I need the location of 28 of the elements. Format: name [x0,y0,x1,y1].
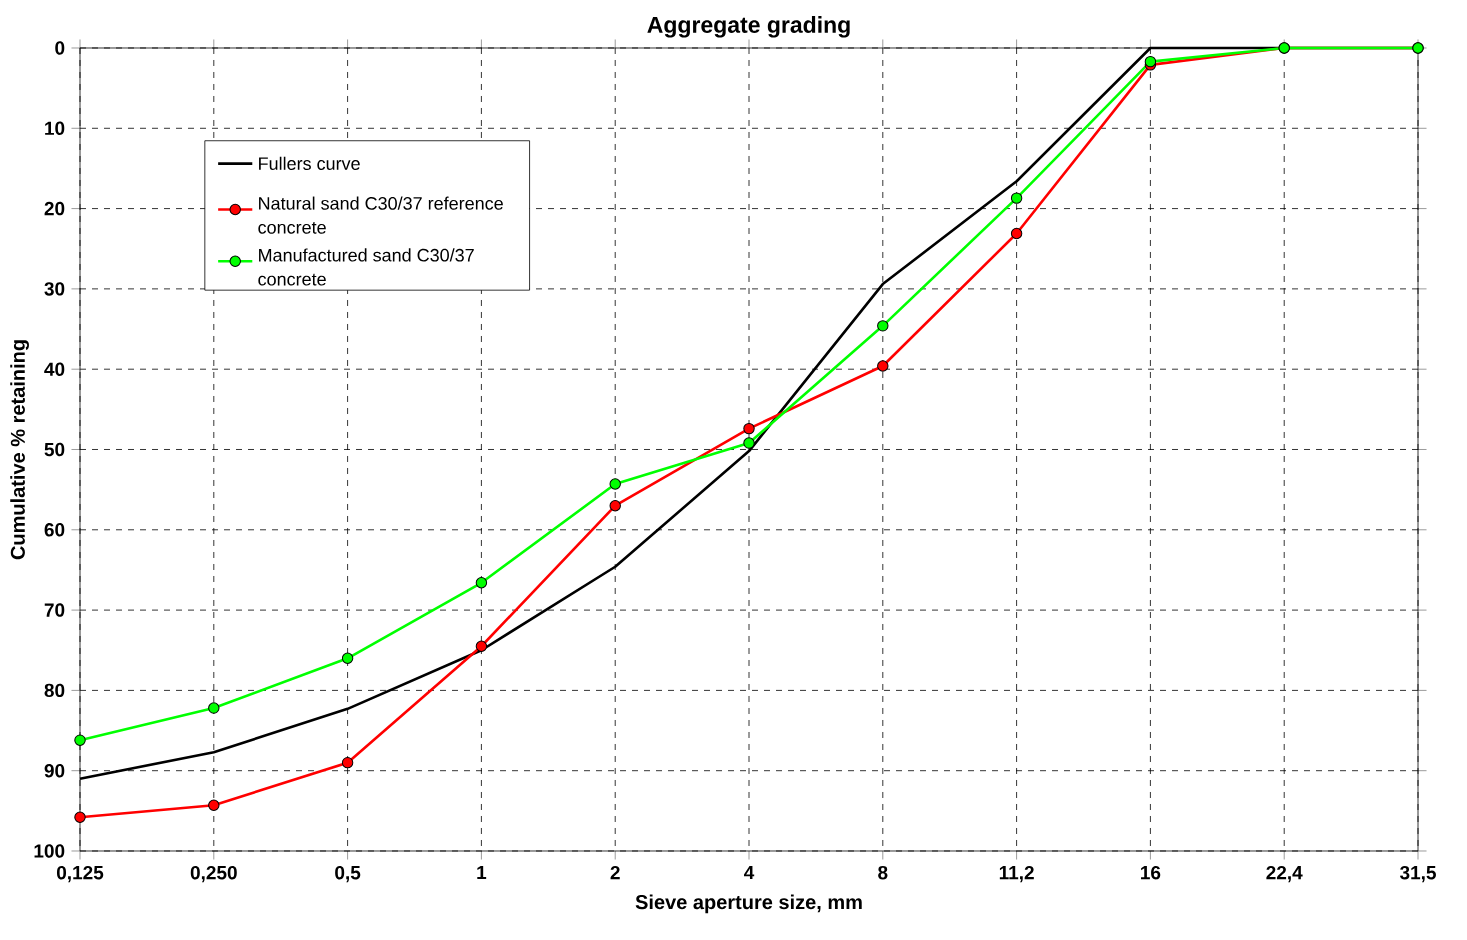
y-tick-label: 50 [44,442,65,457]
x-tick-label: 1 [477,865,487,879]
x-tick-label: 0,125 [56,865,104,883]
chart-title: Aggregate grading [647,16,850,38]
y-tick-label: 30 [44,282,65,296]
y-tick-label: 40 [44,362,65,376]
x-tick-label: 8 [878,865,888,880]
y-tick-label: 20 [44,201,65,216]
x-tick-label: 31,5 [1399,865,1436,883]
y-tick-label: 100 [34,844,65,858]
x-tick-label: 22,4 [1266,865,1303,883]
x-tick-label: 4 [744,865,755,879]
y-tick-label: 10 [45,121,65,136]
x-tick-label: 0,5 [335,865,361,883]
legend-label: Natural sand C30/37 reference concrete [258,196,503,234]
y-axis-title: Cumulative % retaining [10,340,29,560]
y-tick-label: 60 [44,523,65,537]
y-tick-label: 90 [44,763,65,778]
x-tick-label: 2 [610,865,620,880]
legend-label: Fullers curve [259,156,360,170]
y-tick-label: 0 [55,41,65,55]
y-tick-label: 80 [44,683,65,698]
y-tick-label: 70 [44,603,65,617]
x-axis-title: Sieve aperture size, mm [635,894,862,914]
x-tick-label: 11,2 [999,865,1034,883]
x-tick-label: 16 [1141,865,1161,880]
x-tick-label: 0,250 [190,865,237,883]
legend-label: Manufactured sand C30/37 concrete [258,248,474,286]
